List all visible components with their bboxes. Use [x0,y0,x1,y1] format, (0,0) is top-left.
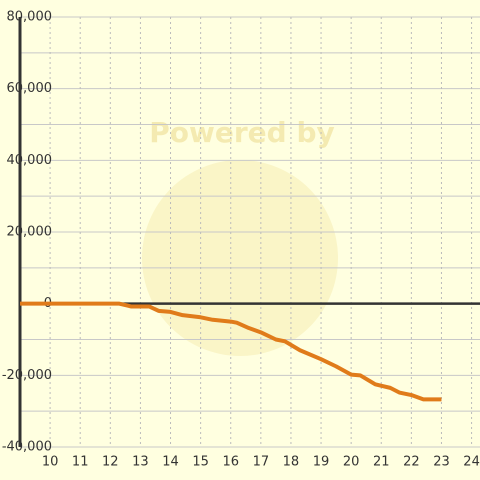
x-tick-label: 11 [72,455,89,470]
x-tick-label: 17 [253,455,270,470]
y-tick-label: -40,000 [2,440,52,455]
y-tick-label: 20,000 [7,225,53,240]
x-tick-label: 15 [192,455,209,470]
watermark: Powered by [149,116,335,149]
x-tick-label: 14 [162,455,179,470]
x-tick-label: 12 [102,455,119,470]
x-tick-label: 16 [222,455,239,470]
x-tick-label: 10 [42,455,59,470]
x-tick-label: 20 [343,455,360,470]
x-tick-label: 21 [373,455,390,470]
data-line [20,301,442,402]
y-tick-label: 40,000 [7,153,53,168]
y-tick-label: -20,000 [2,368,52,383]
x-tick-label: 18 [283,455,300,470]
y-tick-label: 80,000 [7,10,53,25]
x-tick-label: 19 [313,455,330,470]
watermark-logo [142,160,338,356]
y-tick-label: 60,000 [7,81,53,96]
x-tick-label: 23 [433,455,450,470]
x-tick-label: 22 [403,455,420,470]
x-tick-label: 13 [132,455,149,470]
x-tick-label: 24 [463,455,480,470]
